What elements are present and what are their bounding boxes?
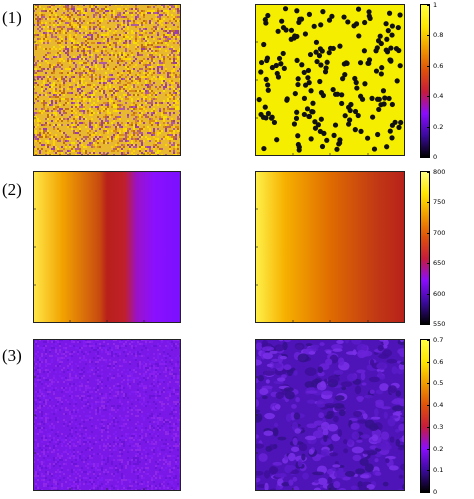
colorbar-tick-label: 0.4 (433, 401, 444, 410)
colorbar-tick-label: 0 (433, 488, 438, 496)
colorbar-tick-mark (427, 172, 430, 173)
colorbar-tick-label: 0.5 (433, 379, 444, 388)
colorbar-tick-mark (427, 35, 430, 36)
colorbar-tick-mark (427, 5, 430, 6)
panel-1-left (33, 4, 181, 156)
panel-1-right (255, 4, 405, 156)
colorbar-tick-label: 700 (433, 228, 446, 237)
row-label-3: (3) (2, 346, 22, 365)
colorbar-tick-mark (427, 427, 430, 428)
colorbar-tick-mark (427, 233, 430, 234)
row-label-1: (1) (2, 8, 22, 27)
colorbar-tick-label: 0.4 (433, 92, 444, 101)
colorbar-tick-mark (427, 324, 430, 325)
colorbar-tick-label: 750 (433, 198, 446, 207)
colorbar-tick-mark (427, 492, 430, 493)
colorbar-tick-mark (427, 263, 430, 264)
colorbar-tick-mark (427, 383, 430, 384)
colorbar-tick-label: 0.1 (433, 466, 444, 475)
colorbar-tick-label: 600 (433, 289, 446, 298)
colorbar-tick-label: 0 (433, 153, 438, 161)
colorbar-3 (420, 339, 430, 493)
colorbar-tick-mark (427, 340, 430, 341)
colorbar-tick-mark (427, 405, 430, 406)
colorbar-1 (420, 4, 430, 158)
colorbar-tick-mark (427, 66, 430, 67)
panel-2-left (33, 171, 181, 323)
colorbar-tick-label: 800 (433, 168, 446, 176)
panel-3-right (255, 339, 405, 491)
colorbar-tick-mark (427, 96, 430, 97)
colorbar-tick-label: 650 (433, 259, 446, 268)
row-label-2: (2) (2, 180, 22, 199)
colorbar-tick-mark (427, 362, 430, 363)
colorbar-tick-mark (427, 157, 430, 158)
colorbar-tick-label: 0.3 (433, 422, 444, 431)
colorbar-tick-label: 0.6 (433, 357, 444, 366)
colorbar-tick-label: 0.7 (433, 336, 444, 344)
colorbar-tick-label: 0.6 (433, 61, 444, 70)
colorbar-2 (420, 171, 430, 325)
colorbar-tick-label: 0.2 (433, 122, 444, 131)
colorbar-tick-mark (427, 449, 430, 450)
colorbar-tick-mark (427, 127, 430, 128)
panel-2-right (255, 171, 405, 323)
colorbar-tick-label: 1 (433, 1, 438, 9)
colorbar-tick-mark (427, 470, 430, 471)
colorbar-tick-mark (427, 202, 430, 203)
colorbar-tick-mark (427, 294, 430, 295)
panel-3-left (33, 339, 181, 491)
colorbar-tick-label: 550 (433, 320, 446, 328)
colorbar-tick-label: 0.2 (433, 444, 444, 453)
colorbar-tick-label: 0.8 (433, 31, 444, 40)
